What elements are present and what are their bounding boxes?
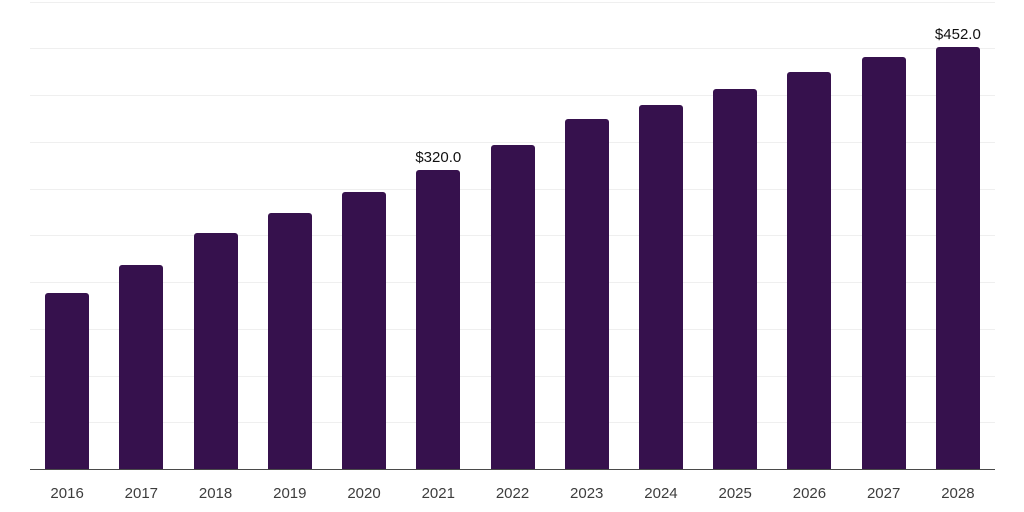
gridline-400 <box>30 95 995 97</box>
tick-label-2025: 2025 <box>718 485 752 502</box>
data-label-2028: $452.0 <box>934 25 981 43</box>
data-label-2021: $320.0 <box>415 148 462 166</box>
bar-2023 <box>564 119 609 469</box>
tick-label-2019: 2019 <box>273 485 307 502</box>
bar-2020 <box>342 192 387 469</box>
tick-label-2024: 2024 <box>644 485 678 502</box>
bar-2018 <box>193 233 238 469</box>
tick-label-2017: 2017 <box>124 485 159 502</box>
plot-area: $320.0 $452.0 <box>30 0 995 470</box>
tick-label-2028: 2028 <box>941 485 975 502</box>
tick-label-2023: 2023 <box>570 485 604 502</box>
tick-label-2022: 2022 <box>495 485 530 502</box>
gridline-450 <box>30 48 995 50</box>
bar-2017 <box>119 265 164 469</box>
bar-2021 <box>416 169 461 469</box>
tick-label-2018: 2018 <box>198 485 233 502</box>
bar-2024 <box>638 104 683 469</box>
tick-label-2016: 2016 <box>50 485 84 502</box>
bar-2027 <box>861 56 906 469</box>
tick-label-2026: 2026 <box>792 485 827 502</box>
gridline-500 <box>30 1 995 3</box>
bar-2022 <box>490 144 535 469</box>
tick-label-2027: 2027 <box>866 485 901 502</box>
bar-2016 <box>45 293 90 469</box>
gridline-350 <box>30 141 995 143</box>
tick-label-2020: 2020 <box>347 485 381 502</box>
bar-2019 <box>267 212 312 469</box>
x-axis-line <box>30 468 995 470</box>
bar-2025 <box>713 88 758 469</box>
bar-2026 <box>787 71 832 469</box>
bar-2028 <box>935 46 980 469</box>
tick-label-2021: 2021 <box>421 485 455 502</box>
